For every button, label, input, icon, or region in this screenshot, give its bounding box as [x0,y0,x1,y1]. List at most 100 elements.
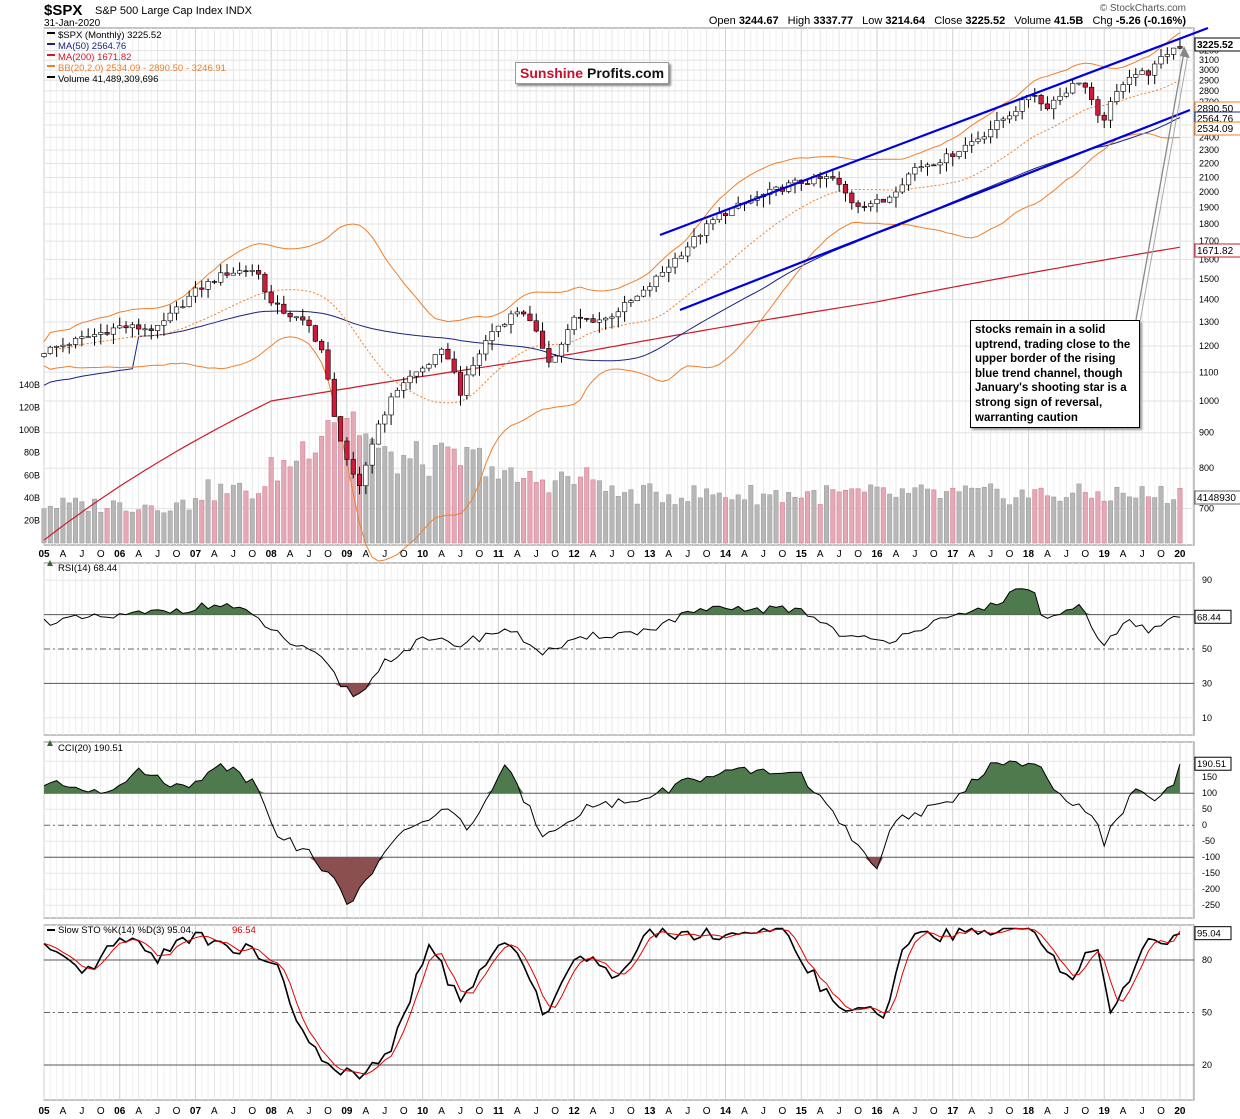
channel-lower-line [679,108,1191,312]
candle-body [988,129,994,138]
volume-bar [230,484,236,544]
volume-bar [697,497,703,544]
volume-bar [1026,497,1031,544]
legend-cci: CCI(20) 190.51 [58,743,123,754]
bottom-x-tick: J [761,1106,766,1117]
legend-swatch [47,76,55,78]
bottom-x-tick: 17 [947,1106,959,1117]
volume-bar [401,455,407,544]
candle-body [685,246,691,257]
volume-bar [275,480,280,544]
price-x-tick: O [476,549,484,560]
bottom-x-tick: J [231,1106,236,1117]
bottom-x-tick: 15 [796,1106,808,1117]
candle-body [823,176,830,179]
candle-body [710,219,716,225]
volume-bar [943,491,949,544]
candle-body [382,414,388,425]
price-y-tick: 1800 [1199,219,1219,229]
bottom-x-tick: A [363,1106,370,1117]
price-x-tick: J [79,549,84,560]
sunshine-profits-logo: Sunshine Profits.com [515,62,670,84]
price-x-tick: J [761,549,766,560]
bottom-x-tick: J [609,1106,614,1117]
low-value: 3214.64 [885,15,926,27]
price-x-tick: 05 [38,549,50,560]
close-value: 3225.52 [965,15,1006,27]
sto-y-tick: 80 [1202,955,1212,965]
candle-body [1089,86,1095,100]
side-value-label: 4148930 [1197,493,1236,504]
volume-bar [950,487,956,544]
volume-bar [268,457,274,544]
candle-body [887,196,893,203]
channel-upper-line [659,26,1209,237]
bottom-x-tick: 18 [1023,1106,1035,1117]
cci-y-tick: -150 [1202,868,1220,878]
price-y-tick: 2300 [1199,145,1219,155]
price-y-tick: 1300 [1199,317,1219,327]
price-x-tick: A [1044,549,1051,560]
volume-bar [1095,491,1101,544]
bottom-x-tick: A [665,1106,672,1117]
legend-volume: Volume 41,489,309,696 [58,74,158,85]
candle-body [1145,70,1151,76]
candle-body [943,153,950,164]
price-x-tick: O [930,549,938,560]
bottom-x-tick: J [837,1106,842,1117]
volume-bar [174,502,179,544]
bottom-x-tick: 19 [1099,1106,1111,1117]
candle-body [445,348,451,360]
volume-bar [1063,497,1069,544]
price-y-tick: 1200 [1199,341,1219,351]
bottom-x-tick: 08 [266,1106,278,1117]
candle-body [640,289,647,297]
bottom-x-tick: A [968,1106,975,1117]
price-x-tick: 12 [569,549,581,560]
candle-body [148,328,154,331]
volume-bar [331,422,337,544]
volume-bar [792,496,798,544]
side-value-label: 1671.82 [1197,246,1234,257]
price-x-tick: J [155,549,160,560]
volume-bar [1108,500,1113,544]
candle-body [464,374,470,396]
sto-last-value: 95.04 [1197,929,1221,940]
symbol-description: S&P 500 Large Cap Index INDX [95,5,252,17]
price-y-tick: 900 [1199,428,1214,438]
volume-bar [218,483,224,544]
open-value: 3244.67 [738,15,779,27]
candle-body [394,389,400,398]
candle-body [1120,84,1126,92]
candle-body [1013,111,1019,117]
volume-bar [729,499,735,544]
candle-body [514,311,520,315]
volume-y-tick: 40B [24,493,40,503]
candle-body [363,464,369,487]
candle-body [136,324,142,330]
bottom-x-tick: A [287,1106,294,1117]
bottom-x-tick: J [912,1106,917,1117]
candle-body [41,353,47,357]
volume-bar [142,504,148,544]
volume-bar [458,465,463,544]
price-x-tick: J [1140,549,1145,560]
candle-body [129,324,135,329]
volume-bar [237,482,243,544]
candle-body [893,191,899,198]
candle-body [451,358,457,373]
volume-y-tick: 140B [19,380,40,390]
volume-bar [899,488,905,544]
candle-body [110,327,117,335]
bottom-x-tick: O [703,1106,711,1117]
volume-bar [830,489,836,544]
volume-bar [293,460,299,544]
volume-bar [634,503,640,544]
bottom-x-tick: A [893,1106,900,1117]
volume-bar [1051,496,1057,544]
candle-body [805,183,811,185]
candle-body [356,473,363,487]
price-x-tick: A [968,549,975,560]
candle-body [546,348,552,363]
bottom-x-tick: O [1081,1106,1089,1117]
